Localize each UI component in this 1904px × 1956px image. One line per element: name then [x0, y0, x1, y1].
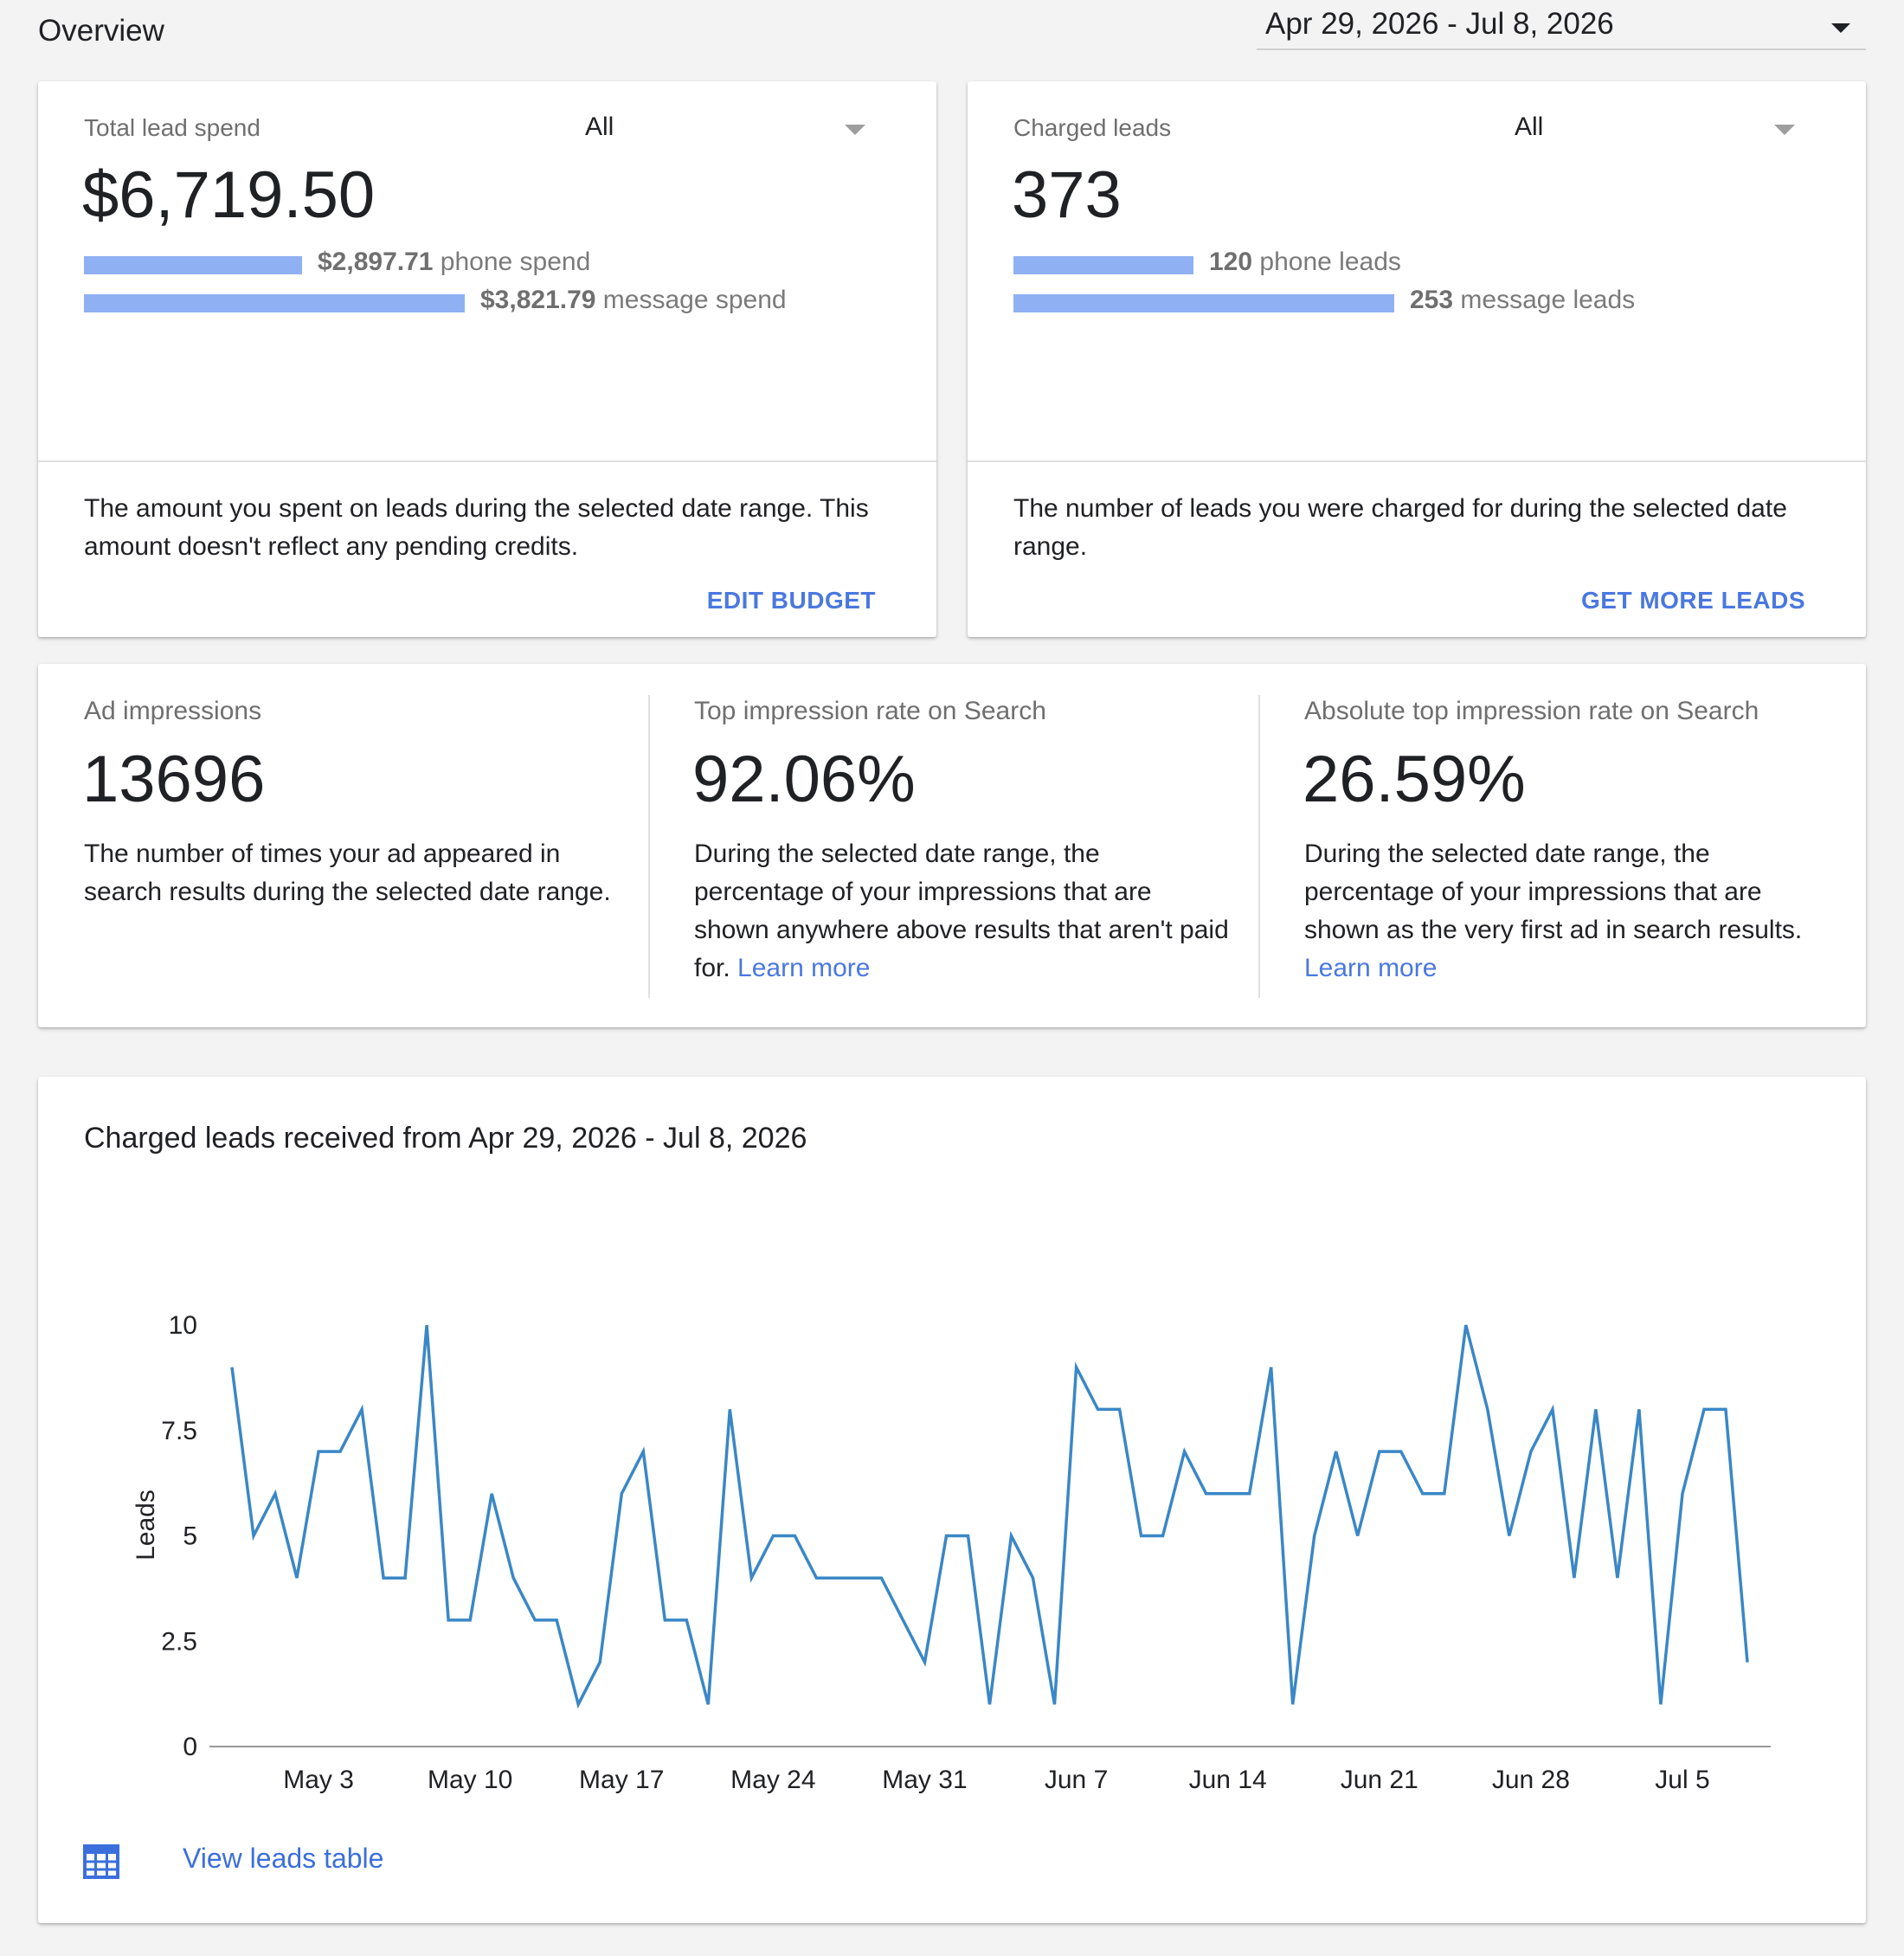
x-tick-label: May 10: [428, 1766, 512, 1794]
message-spend-bar: [84, 294, 465, 312]
x-tick-label: May 3: [283, 1766, 354, 1794]
leads-filter-select[interactable]: All: [1435, 113, 1833, 147]
metric-label: Ad impressions: [84, 697, 262, 725]
message-leads-label: message leads: [1453, 286, 1636, 314]
x-tick-label: Jul 5: [1655, 1766, 1709, 1794]
x-tick-label: May 31: [882, 1766, 967, 1794]
phone-leads-bar: [1013, 256, 1193, 274]
phone-leads-text: 120 phone leads: [1209, 248, 1401, 277]
phone-spend-amount: $2,897.71: [318, 248, 434, 276]
message-leads-count: 253: [1410, 286, 1454, 314]
column-divider: [1258, 695, 1260, 998]
metric-value: 26.59%: [1303, 743, 1526, 816]
metric-label: Absolute top impression rate on Search: [1304, 697, 1759, 725]
charged-leads-chart-card: Charged leads received from Apr 29, 2026…: [38, 1077, 1866, 1923]
x-tick-label: Jun 14: [1189, 1766, 1267, 1794]
leads-line-chart: 0 2.5 5 7.5 10 May 3 May 10 May 17 May 24 May 31 J…: [132, 1311, 1771, 1794]
total-spend-value: $6,719.50: [82, 158, 376, 232]
card-label: Total lead spend: [84, 114, 261, 141]
charged-leads-value: 373: [1012, 158, 1122, 232]
message-spend-amount: $3,821.79: [480, 286, 596, 314]
get-more-leads-button[interactable]: GET MORE LEADS: [1580, 587, 1805, 614]
leads-description: The number of leads you were charged for…: [1013, 494, 1787, 561]
y-tick-label: 5: [183, 1522, 197, 1551]
phone-spend-label: phone spend: [433, 248, 591, 276]
metric-description-text: The number of times your ad appeared in …: [84, 840, 611, 906]
leads-filter-value: All: [1515, 113, 1544, 141]
x-tick-label: Jun 7: [1045, 1766, 1108, 1794]
view-leads-table-label: View leads table: [183, 1843, 384, 1874]
column-divider: [648, 695, 650, 998]
impression-metrics-card: Ad impressions 13696 The number of times…: [38, 664, 1866, 1027]
spend-description: The amount you spent on leads during the…: [84, 494, 869, 561]
leads-series-line: [230, 1324, 1749, 1709]
metric-label: Top impression rate on Search: [694, 697, 1046, 725]
card-divider: [38, 460, 936, 462]
card-label: Charged leads: [1013, 114, 1172, 141]
date-range-value: Apr 29, 2026 - Jul 8, 2026: [1265, 7, 1614, 41]
x-tick-label: Jun 28: [1492, 1766, 1570, 1794]
phone-leads-label: phone leads: [1252, 248, 1401, 276]
metric-description: During the selected date range, the perc…: [694, 835, 1231, 988]
top-impression-rate-metric: Top impression rate on Search 92.06% Dur…: [648, 664, 1258, 1027]
charged-leads-card: Charged leads All 373 120 phone leads 25…: [968, 81, 1866, 637]
x-tick-label: May 24: [730, 1766, 815, 1794]
phone-spend-text: $2,897.71 phone spend: [318, 248, 590, 277]
message-leads-text: 253 message leads: [1410, 286, 1635, 315]
total-lead-spend-card: Total lead spend All $6,719.50 $2,897.71…: [38, 81, 936, 637]
y-tick-label: 2.5: [161, 1627, 197, 1656]
dropdown-arrow-icon: [1831, 23, 1850, 33]
learn-more-link[interactable]: Learn more: [737, 954, 871, 982]
spend-filter-select[interactable]: All: [505, 113, 904, 147]
metric-value: 92.06%: [692, 743, 916, 816]
dropdown-arrow-icon: [845, 125, 865, 135]
metric-value: 13696: [82, 743, 266, 816]
y-tick-label: 10: [169, 1311, 197, 1340]
y-axis-label: Leads: [132, 1490, 160, 1560]
table-icon: [83, 1844, 119, 1879]
page-title: Overview: [38, 14, 164, 48]
message-spend-text: $3,821.79 message spend: [480, 286, 787, 315]
metric-description-text: During the selected date range, the perc…: [694, 840, 1229, 982]
chart-title: Charged leads received from Apr 29, 2026…: [84, 1122, 807, 1155]
metric-description: The number of times your ad appeared in …: [84, 835, 621, 911]
card-divider: [968, 460, 1866, 462]
edit-budget-button[interactable]: EDIT BUDGET: [706, 587, 876, 614]
phone-spend-bar: [84, 256, 302, 274]
y-tick-label: 7.5: [161, 1417, 197, 1445]
metric-description-text: During the selected date range, the perc…: [1304, 840, 1803, 944]
x-tick-label: May 17: [579, 1766, 664, 1794]
date-range-select[interactable]: Apr 29, 2026 - Jul 8, 2026: [1257, 5, 1866, 50]
x-tick-label: Jun 21: [1341, 1766, 1418, 1794]
absolute-top-impression-rate-metric: Absolute top impression rate on Search 2…: [1258, 664, 1866, 1027]
spend-filter-value: All: [585, 113, 614, 141]
learn-more-link[interactable]: Learn more: [1304, 954, 1438, 982]
y-tick-label: 0: [183, 1733, 197, 1761]
phone-leads-count: 120: [1209, 248, 1253, 276]
message-leads-bar: [1013, 294, 1394, 312]
ad-impressions-metric: Ad impressions 13696 The number of times…: [38, 664, 648, 1027]
overview-header: Overview Apr 29, 2026 - Jul 8, 2026: [0, 0, 1904, 69]
dropdown-arrow-icon: [1774, 125, 1795, 135]
metric-description: During the selected date range, the perc…: [1304, 835, 1841, 988]
message-spend-label: message spend: [595, 286, 787, 314]
